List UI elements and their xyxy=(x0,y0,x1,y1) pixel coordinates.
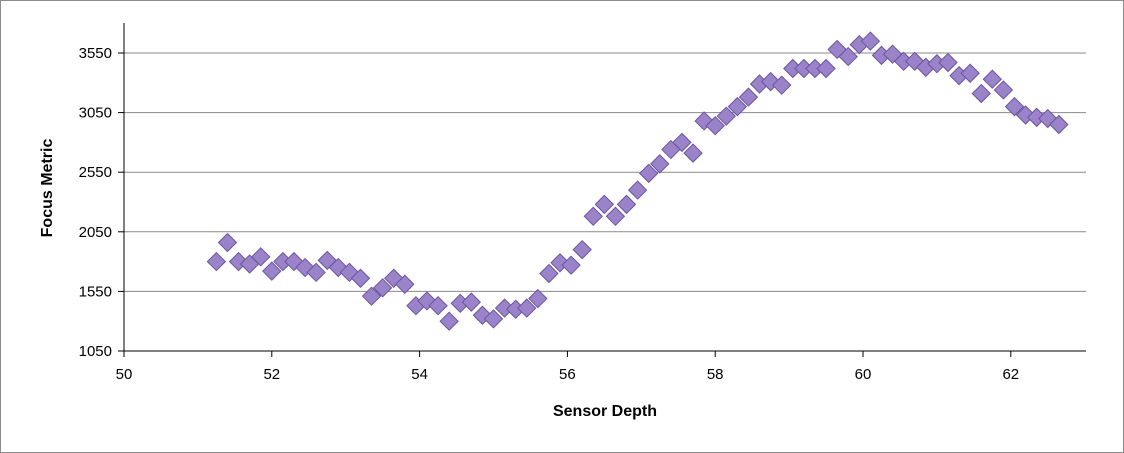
data-point xyxy=(672,132,692,153)
y-tick-label: 2050 xyxy=(79,224,112,241)
data-point xyxy=(627,180,648,200)
y-tick-label: 3550 xyxy=(79,45,112,62)
data-point xyxy=(306,262,326,283)
x-axis-title: Sensor Depth xyxy=(553,403,657,420)
data-point xyxy=(461,292,482,312)
data-point xyxy=(1049,114,1069,135)
data-point xyxy=(262,261,282,281)
data-point xyxy=(561,255,581,275)
tick-labels: 1050 1550 2050 2550 3050 3550 50 52 54 56 58 60 62 xyxy=(79,45,1020,383)
data-points xyxy=(206,31,1069,331)
data-point xyxy=(439,311,459,331)
data-point xyxy=(738,87,759,107)
data-point xyxy=(816,58,836,79)
data-point xyxy=(960,63,980,83)
data-point xyxy=(605,206,626,227)
data-point xyxy=(772,75,792,95)
data-point xyxy=(993,80,1014,100)
x-tick-label: 50 xyxy=(116,366,133,383)
data-point xyxy=(517,298,537,318)
y-tick-label: 3050 xyxy=(79,105,112,122)
data-point xyxy=(705,116,725,136)
data-point xyxy=(251,247,271,267)
data-point xyxy=(361,286,382,306)
data-point xyxy=(528,288,548,309)
data-point xyxy=(616,194,637,215)
data-point xyxy=(982,69,1003,89)
data-point xyxy=(217,232,238,253)
y-axis-title: Focus Metric xyxy=(39,139,56,238)
x-tick-label: 60 xyxy=(855,366,872,383)
data-point xyxy=(683,143,703,163)
data-point xyxy=(638,163,659,184)
gridlines xyxy=(124,52,1086,292)
data-point xyxy=(395,274,415,294)
data-point xyxy=(483,309,504,329)
data-point xyxy=(838,46,858,67)
axes xyxy=(118,23,1086,357)
data-point xyxy=(650,154,670,174)
x-tick-label: 62 xyxy=(1002,366,1019,383)
data-point xyxy=(727,96,748,117)
data-point xyxy=(860,31,881,51)
data-point xyxy=(971,83,991,104)
data-point xyxy=(716,106,736,126)
data-point xyxy=(572,239,592,260)
y-tick-label: 2550 xyxy=(79,164,112,181)
x-tick-label: 54 xyxy=(411,366,428,383)
data-point xyxy=(206,251,227,272)
x-tick-label: 56 xyxy=(559,366,576,383)
data-point xyxy=(1004,96,1025,117)
x-tick-label: 52 xyxy=(263,366,280,383)
data-point xyxy=(938,52,958,73)
data-point xyxy=(372,278,393,298)
data-point xyxy=(583,206,603,227)
data-point xyxy=(539,263,559,284)
data-point xyxy=(428,295,448,316)
y-tick-label: 1550 xyxy=(79,283,112,300)
data-point xyxy=(350,268,371,288)
data-point xyxy=(594,194,615,215)
x-tick-label: 58 xyxy=(707,366,724,383)
y-tick-label: 1050 xyxy=(79,343,112,360)
